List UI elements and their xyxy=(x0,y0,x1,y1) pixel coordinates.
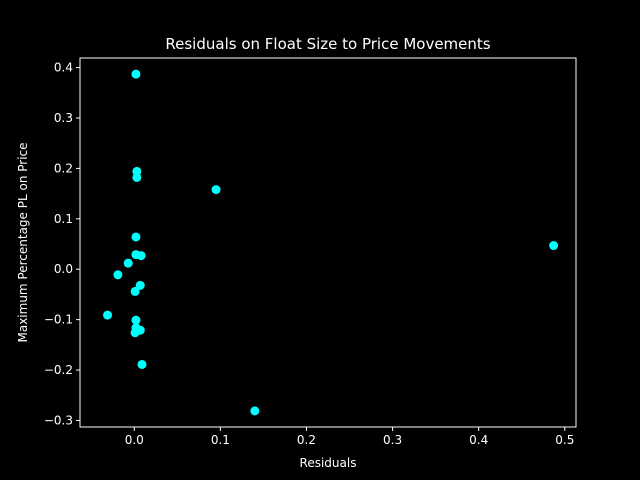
data-point xyxy=(113,270,123,280)
x-tick-label: 0.4 xyxy=(469,433,488,447)
x-tick-label: 0.5 xyxy=(555,433,574,447)
x-tick-label: 0.2 xyxy=(297,433,316,447)
data-point xyxy=(103,310,113,320)
chart-title: Residuals on Float Size to Price Movemen… xyxy=(165,35,490,53)
data-point xyxy=(211,185,221,195)
data-point xyxy=(250,406,260,416)
data-point xyxy=(123,258,133,268)
data-point xyxy=(549,241,559,251)
data-point xyxy=(131,232,141,242)
y-tick-label: −0.3 xyxy=(44,413,73,427)
data-point xyxy=(137,359,147,369)
plot-frame xyxy=(79,57,577,428)
x-tick-label: 0.1 xyxy=(211,433,230,447)
y-axis: −0.3 −0.2 −0.1 0.0 0.1 0.2 0.3 0.4 xyxy=(44,61,80,427)
y-tick-label: 0.2 xyxy=(54,161,73,175)
y-tick-label: 0.1 xyxy=(54,212,73,226)
data-point xyxy=(131,69,141,79)
data-point xyxy=(130,328,140,338)
y-axis-label: Maximum Percentage PL on Price xyxy=(16,142,30,342)
data-point xyxy=(135,280,145,290)
data-point xyxy=(136,251,146,261)
y-tick-label: 0.3 xyxy=(54,111,73,125)
y-tick-label: −0.2 xyxy=(44,363,73,377)
x-tick-label: 0.0 xyxy=(125,433,144,447)
x-axis-label: Residuals xyxy=(300,456,357,470)
data-point xyxy=(130,286,140,296)
data-point xyxy=(132,172,142,182)
data-point xyxy=(131,315,141,325)
y-tick-label: 0.0 xyxy=(54,262,73,276)
y-tick-label: 0.4 xyxy=(54,61,73,75)
y-tick-label: −0.1 xyxy=(44,313,73,327)
points-layer xyxy=(103,69,559,416)
x-axis: 0.0 0.1 0.2 0.3 0.4 0.5 xyxy=(125,427,574,447)
x-tick-label: 0.3 xyxy=(383,433,402,447)
